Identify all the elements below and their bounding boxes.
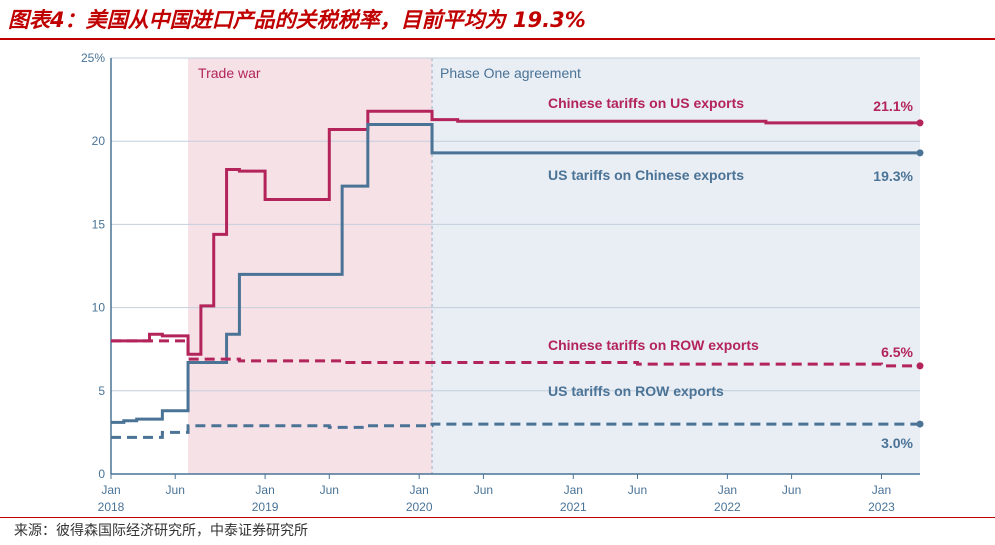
x-tick-label: Jan [872,483,891,497]
series-end-marker-3 [916,420,924,428]
series-end-value-3: 3.0% [881,435,913,451]
series-line-1 [111,123,920,424]
series-label-3: US tariffs on ROW exports [548,383,724,399]
region-label-0: Trade war [198,65,261,81]
series-label-0: Chinese tariffs on US exports [548,95,744,111]
series-end-marker-0 [916,119,924,127]
x-tick-label: Jun [320,483,339,497]
y-tick-label: 15 [92,217,106,231]
x-tick-label: Jan [101,483,120,497]
series-end-value-2: 6.5% [881,344,913,360]
region-label-1: Phase One agreement [440,65,581,81]
series-end-marker-1 [916,149,924,157]
series-label-1: US tariffs on Chinese exports [548,167,744,183]
y-tick-label: 10 [92,301,106,315]
y-tick-label: 0 [98,467,105,481]
x-tick-year-label: 2019 [252,500,279,514]
series-line-2 [111,339,920,368]
x-tick-label: Jun [628,483,647,497]
x-tick-year-label: 2018 [98,500,125,514]
series-line-3 [111,422,920,439]
chart-title: 图表4：美国从中国进口产品的关税税率，目前平均为 19.3% [8,8,586,32]
series-label-2: Chinese tariffs on ROW exports [548,337,759,353]
x-tick-label: Jan [410,483,429,497]
x-tick-label: Jan [718,483,737,497]
x-tick-label: Jun [166,483,185,497]
series-end-marker-2 [916,362,924,370]
y-tick-label: 25% [81,51,105,65]
series-line-0 [111,109,920,356]
x-tick-year-label: 2023 [868,500,895,514]
x-tick-label: Jun [782,483,801,497]
x-tick-label: Jan [255,483,274,497]
series-end-value-1: 19.3% [873,168,913,184]
region-shade-0 [188,58,433,474]
x-tick-label: Jan [564,483,583,497]
tariff-line-chart: 0 5 10 15 20 25% Jan 2018 Jun Jan 2019 Jun Jan 2020 Ju… [81,51,924,514]
x-tick-year-label: 2022 [714,500,741,514]
region-shade-1 [432,58,920,474]
title-divider [0,38,995,40]
y-tick-label: 5 [98,384,105,398]
x-tick-year-label: 2020 [406,500,433,514]
x-tick-label: Jun [474,483,493,497]
y-tick-label: 20 [92,134,106,148]
source-divider [0,517,995,518]
series-end-value-0: 21.1% [873,98,913,114]
x-tick-year-label: 2021 [560,500,587,514]
source-note: 来源：彼得森国际经济研究所，中泰证券研究所 [14,523,308,539]
